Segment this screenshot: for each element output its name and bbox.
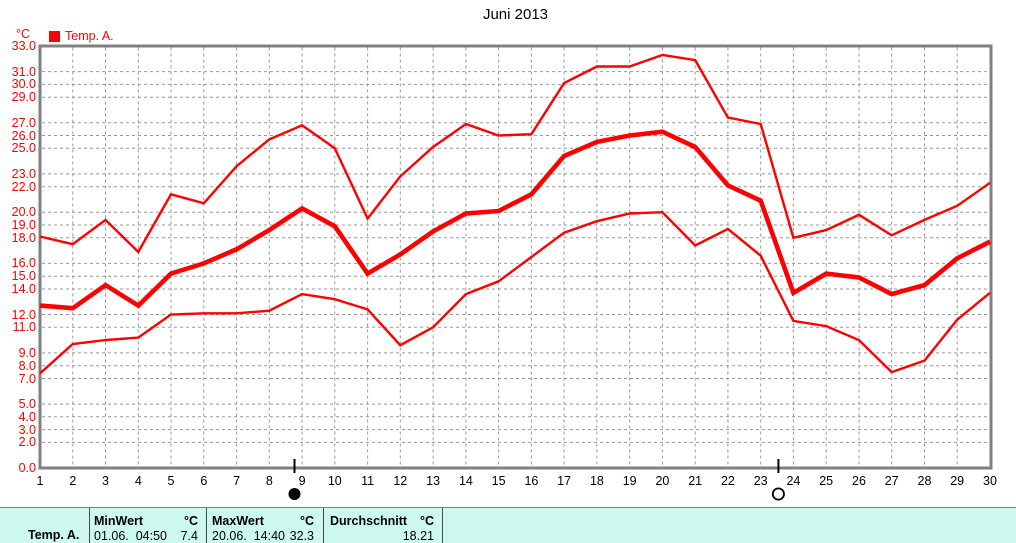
legend-label: Temp. A. xyxy=(65,29,114,43)
y-axis-label: 30.0 xyxy=(11,77,36,92)
x-axis-label: 5 xyxy=(167,474,175,488)
new-moon-icon xyxy=(288,488,301,500)
minwert-value: 7.4 xyxy=(180,529,198,543)
minwert-datetime: 01.06. 04:50 xyxy=(94,529,167,543)
y-axis-unit-label: °C xyxy=(15,27,30,41)
plot-frame xyxy=(38,44,993,470)
x-axis-label: 3 xyxy=(102,474,109,488)
y-axis-label: 18.0 xyxy=(11,230,36,245)
durchschnitt-value: 18.21 xyxy=(402,529,434,543)
maxwert-value: 32.3 xyxy=(289,529,314,543)
x-axis-label: 6 xyxy=(200,474,208,488)
y-axis-label: 33.0 xyxy=(11,39,36,53)
x-axis-label: 29 xyxy=(950,474,965,488)
v-gridlines xyxy=(72,47,958,467)
x-axis-label: 21 xyxy=(688,474,703,488)
x-axis-label: 16 xyxy=(524,474,539,488)
x-axis-label: 30 xyxy=(983,474,997,488)
x-axis-label: 13 xyxy=(426,474,441,488)
x-axis-label: 26 xyxy=(852,474,866,488)
minwert-header: MinWert xyxy=(94,514,144,528)
x-axis-label: 17 xyxy=(557,474,572,488)
y-axis-label: 23.0 xyxy=(11,166,36,181)
y-axis-label: 14.0 xyxy=(11,282,36,296)
maxwert-unit: °C xyxy=(299,514,314,528)
full-moon-icon xyxy=(771,487,785,501)
y-axis-label: 12.0 xyxy=(11,307,36,322)
y-axis-label: 3.0 xyxy=(18,422,36,437)
legend-swatch-icon xyxy=(49,31,60,42)
x-axis-label: 4 xyxy=(134,474,142,488)
y-axis-label: 31.0 xyxy=(11,64,36,79)
durchschnitt-header: Durchschnitt xyxy=(330,514,408,528)
y-axis-label: 7.0 xyxy=(18,371,36,386)
footer-divider xyxy=(323,508,324,543)
y-axis-label: 22.0 xyxy=(11,179,36,194)
x-axis-label: 9 xyxy=(298,474,306,488)
x-axis-label: 22 xyxy=(720,474,735,488)
x-axis-label: 14 xyxy=(458,474,473,488)
y-axis-label: 25.0 xyxy=(11,141,36,156)
x-axis-label: 20 xyxy=(655,474,670,488)
x-axis-label: 7 xyxy=(233,474,241,488)
x-axis-label: 25 xyxy=(819,474,834,488)
maxwert-header: MaxWert xyxy=(212,514,264,528)
x-axis-label: 1 xyxy=(36,474,44,488)
x-axis-label: 11 xyxy=(361,474,375,488)
x-axis-label: 19 xyxy=(622,474,637,488)
maxwert-datetime: 20.06. 14:40 xyxy=(212,529,285,543)
x-axis-label: 8 xyxy=(265,474,273,488)
y-axis-label: 2.0 xyxy=(18,435,36,450)
y-axis-label: 0.0 xyxy=(18,461,36,475)
footer-divider xyxy=(442,508,443,543)
y-axis-label: 15.0 xyxy=(11,269,36,284)
y-axis-label: 19.0 xyxy=(11,218,36,232)
y-axis-label: 29.0 xyxy=(11,90,36,105)
footer-row-label: Temp. A. xyxy=(28,528,80,542)
y-axis-label: 8.0 xyxy=(18,358,36,373)
x-axis-label: 27 xyxy=(884,474,899,488)
y-axis-label: 5.0 xyxy=(18,397,36,412)
x-axis-label: 28 xyxy=(917,474,932,488)
y-axis-label: 27.0 xyxy=(11,115,36,130)
series-min-line xyxy=(39,210,991,375)
durchschnitt-unit: °C xyxy=(419,514,434,528)
x-axis-label: 18 xyxy=(589,474,604,488)
x-axis-label: 24 xyxy=(786,474,801,488)
footer-divider xyxy=(89,508,90,543)
footer-divider xyxy=(206,508,207,543)
y-axis-label: 11.0 xyxy=(12,320,36,335)
y-axis-label: 4.0 xyxy=(18,409,36,424)
x-axis-label: 23 xyxy=(753,474,768,488)
minwert-unit: °C xyxy=(183,514,198,528)
y-axis-label: 20.0 xyxy=(11,205,36,220)
y-axis-label: 9.0 xyxy=(18,345,36,360)
x-axis-label: 12 xyxy=(393,474,408,488)
y-axis-label: 26.0 xyxy=(11,128,36,143)
x-axis-label: 2 xyxy=(69,474,77,488)
series-mean-line xyxy=(39,129,992,311)
h-gridlines xyxy=(42,71,989,443)
x-axis-label: 10 xyxy=(327,474,342,488)
x-axis-label: 15 xyxy=(491,474,506,488)
y-axis-label: 16.0 xyxy=(11,256,36,271)
series-max-line xyxy=(39,53,991,254)
statistics-footer: Temp. A. MinWert °C 01.06. 04:50 7.4 Max… xyxy=(0,507,1016,543)
chart-title: Juni 2013 xyxy=(482,6,549,23)
